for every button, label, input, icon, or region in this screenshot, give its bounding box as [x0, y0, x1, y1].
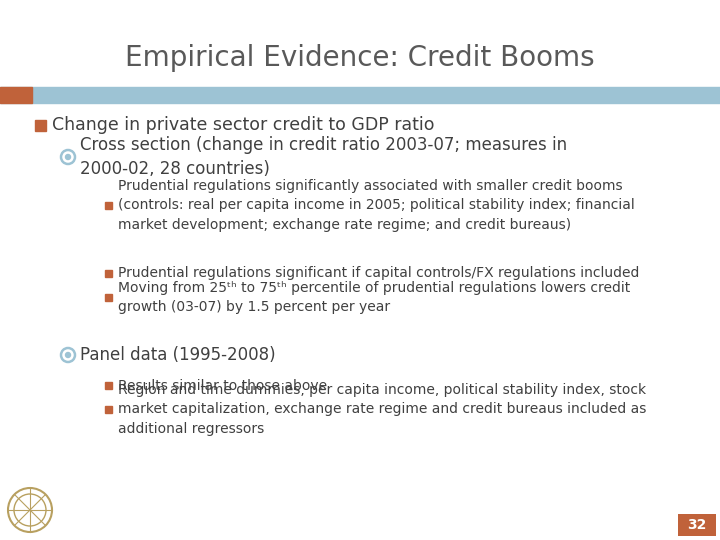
Text: Moving from 25ᵗʰ to 75ᵗʰ percentile of prudential regulations lowers credit
grow: Moving from 25ᵗʰ to 75ᵗʰ percentile of p… — [118, 281, 630, 314]
Bar — [105, 294, 112, 301]
Bar — [0, 87, 32, 103]
Bar — [35, 120, 46, 131]
Text: Cross section (change in credit ratio 2003-07; measures in
2000-02, 28 countries: Cross section (change in credit ratio 20… — [80, 136, 567, 179]
Bar — [105, 382, 112, 389]
Text: Empirical Evidence: Credit Booms: Empirical Evidence: Credit Booms — [125, 44, 595, 72]
Text: Prudential regulations significant if capital controls/FX regulations included: Prudential regulations significant if ca… — [118, 267, 639, 280]
FancyBboxPatch shape — [678, 514, 716, 536]
Text: Prudential regulations significantly associated with smaller credit booms
(contr: Prudential regulations significantly ass… — [118, 179, 635, 232]
Circle shape — [66, 154, 71, 159]
Text: Change in private sector credit to GDP ratio: Change in private sector credit to GDP r… — [52, 117, 434, 134]
Bar — [0, 87, 720, 103]
Bar — [105, 406, 112, 413]
Circle shape — [66, 353, 71, 357]
Bar — [105, 202, 112, 209]
Text: Region and time dummies, per capita income, political stability index, stock
mar: Region and time dummies, per capita inco… — [118, 383, 647, 436]
Bar — [105, 270, 112, 277]
Text: Panel data (1995-2008): Panel data (1995-2008) — [80, 346, 276, 364]
Text: 32: 32 — [688, 518, 707, 532]
Text: Results similar to those above: Results similar to those above — [118, 379, 327, 393]
